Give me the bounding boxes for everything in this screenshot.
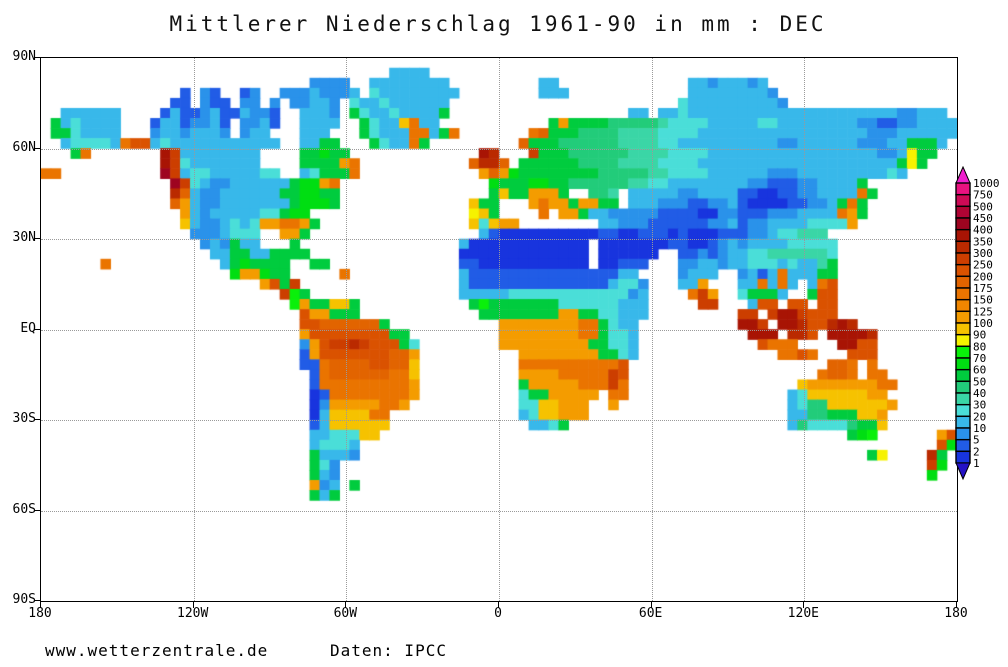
lat-label: 30N [12,230,36,245]
lat-tick [34,509,41,511]
lon-tick [803,601,805,608]
lon-label: 180 [944,606,968,621]
lon-tick [650,601,652,608]
lon-label: 120W [177,606,209,621]
lat-tick [34,600,41,601]
lon-label: 60E [638,606,663,621]
map-frame [40,57,958,602]
colorbar-value: 1000 [973,177,1000,190]
gridline-lon [651,58,653,601]
colorbar-value: 30 [973,399,986,412]
colorbar-value: 50 [973,375,986,388]
lat-label: 60N [12,139,36,155]
colorbar-segment [955,228,971,243]
colorbar-value: 40 [973,387,986,400]
colorbar-value: 500 [973,200,993,213]
lon-label: 180 [28,606,52,621]
colorbar-segment [955,205,971,219]
colorbar-value: 350 [973,235,993,248]
colorbar-segment [955,287,971,301]
colorbar-segment [955,252,971,266]
colorbar-segment [955,275,971,289]
colorbar-value: 70 [973,352,986,365]
colorbar-segment [955,450,971,464]
colorbar-segment [955,368,971,383]
gridline-lon [499,58,500,601]
colorbar-value: 175 [973,282,993,295]
colorbar-segment [955,415,971,429]
colorbar-value: 10 [973,422,986,435]
colorbar-value: 20 [973,410,986,423]
colorbar-value: 250 [973,259,993,272]
colorbar-segment [955,380,971,394]
lat-tick [34,57,41,58]
colorbar-segment [955,427,971,441]
gridline-lon [346,58,348,601]
lon-tick [956,601,957,608]
colorbar-value: 1 [973,457,980,470]
colorbar-segment [955,392,971,406]
lat-label: 60S [12,501,36,517]
colorbar-value: 150 [973,294,993,307]
lat-label: 30S [12,411,36,426]
lon-label: 120E [787,606,819,621]
colorbar-value: 80 [973,340,986,353]
colorbar-segment [955,240,971,254]
footer-site-text: www.wetterzentrale.de [45,641,269,660]
colorbar-segment [955,193,971,208]
footer-source-text: Daten: IPCC [330,641,447,660]
colorbar-value: 5 [973,434,980,447]
lon-tick [345,601,347,608]
colorbar-value: 400 [973,224,993,237]
colorbar-segment [955,182,971,196]
lat-label: 90N [12,49,36,64]
lon-tick [40,601,41,608]
colorbar-arrow-top [955,165,971,184]
lon-label: 60W [333,606,358,621]
colorbar-segment [955,217,971,231]
lon-tick [192,601,194,608]
colorbar-legend: 1000 750 500 450 400 350 300 250 200 175 150 125 100… [954,165,1008,486]
colorbar-value: 200 [973,270,993,283]
lon-label: 0 [494,606,502,621]
colorbar-segment [955,263,971,278]
colorbar-segment [955,322,971,336]
colorbar-segment [955,403,971,418]
colorbar-value: 125 [973,305,993,318]
colorbar-svg: 1000750500450400350300250200175150125100… [955,165,1000,481]
gridline-lon [193,58,195,601]
lon-tick [498,601,499,608]
colorbar-segment [955,298,971,313]
lat-tick [34,238,41,239]
colorbar-value: 60 [973,364,986,377]
colorbar-segment [955,345,971,359]
colorbar-segment [955,310,971,324]
lat-tick [34,328,41,330]
colorbar-value: 300 [973,247,993,260]
colorbar-value: 90 [973,329,986,342]
colorbar-segment [955,333,971,348]
lat-label: EQ [20,320,36,336]
lat-tick [34,147,41,149]
colorbar-segment [955,357,971,371]
colorbar-value: 100 [973,317,993,330]
colorbar-value: 750 [973,189,993,202]
lat-label: 90S [12,592,36,607]
gridline-lon [804,58,806,601]
page-title: Mittlerer Niederschlag 1961-90 in mm : D… [169,12,827,36]
colorbar-value: 450 [973,212,993,225]
colorbar-arrow-bottom [955,462,971,481]
lat-tick [34,419,41,420]
colorbar-value: 2 [973,445,980,458]
colorbar-segment [955,438,971,453]
